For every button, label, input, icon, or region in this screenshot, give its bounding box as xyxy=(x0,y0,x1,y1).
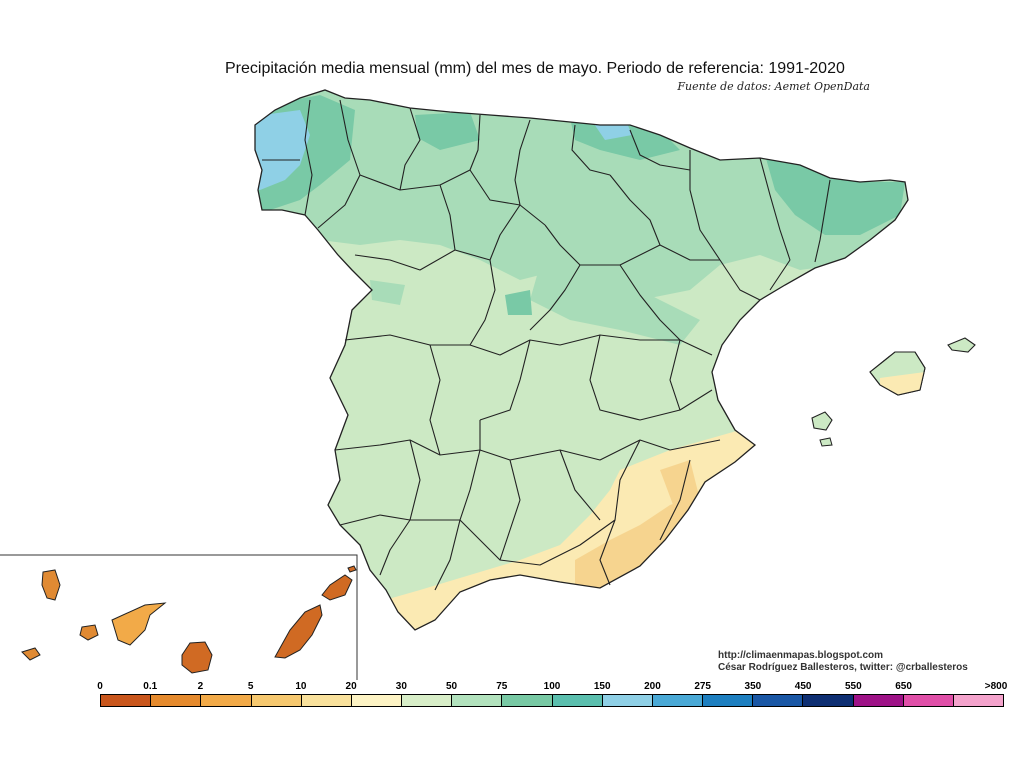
humid-central-patch xyxy=(530,265,700,345)
legend-tick-label: 0.1 xyxy=(143,681,158,692)
legend-swatch xyxy=(101,695,152,706)
legend-tick-label: 0 xyxy=(97,681,103,692)
color-legend-bar xyxy=(100,694,1004,707)
iberian-peninsula xyxy=(254,89,909,631)
legend-swatch xyxy=(251,695,302,706)
very-humid-central-spot xyxy=(505,290,532,315)
lanzarote xyxy=(321,574,353,601)
legend-swatch xyxy=(402,695,453,706)
legend-tick-label: 2 xyxy=(197,681,204,692)
legend-tick-label: 10 xyxy=(295,681,307,692)
legend-swatch xyxy=(351,695,403,706)
legend-tick-label: 5 xyxy=(247,681,254,692)
fuerteventura xyxy=(274,604,323,659)
legend-swatch xyxy=(301,695,352,706)
legend-swatch xyxy=(552,695,603,706)
la-gomera xyxy=(79,624,99,641)
very-humid-cantabria xyxy=(415,112,480,150)
legend-swatch xyxy=(953,695,1004,706)
legend-tick-labels: 0 0.1 2 5 10 20 30 50 75 100 150 200 275 350 450 550 650… xyxy=(97,681,1007,695)
balearic-islands xyxy=(811,337,976,447)
gran-canaria xyxy=(181,641,213,674)
legend-tick-label: 50 xyxy=(445,681,458,692)
province-borders xyxy=(262,99,831,591)
legend-tick-label: 350 xyxy=(744,681,762,692)
formentera xyxy=(819,437,833,447)
legend-swatch xyxy=(652,695,704,706)
legend-tick-label: 275 xyxy=(694,681,711,692)
blog-url: http://climaenmapas.blogspot.com xyxy=(718,650,884,661)
legend-tick-label: 450 xyxy=(794,681,812,692)
legend-swatch xyxy=(853,695,904,706)
legend-tick-label: 150 xyxy=(593,681,611,692)
mallorca-coast xyxy=(869,351,926,396)
map-title: Precipitación media mensual (mm) del mes… xyxy=(225,60,845,77)
data-source-note: Fuente de datos: Aemet OpenData xyxy=(677,80,870,93)
el-hierro xyxy=(21,647,41,661)
driest-murcia-strip xyxy=(660,460,700,510)
legend-swatch xyxy=(151,695,202,706)
very-humid-pyrenees xyxy=(765,155,905,235)
legend-swatch xyxy=(703,695,754,706)
la-graciosa xyxy=(347,565,357,573)
canary-islands-inset xyxy=(0,554,358,680)
humid-west-patch xyxy=(370,280,405,305)
legend-swatch xyxy=(502,695,553,706)
legend-swatch xyxy=(803,695,854,706)
menorca xyxy=(947,337,976,353)
legend-tick-label: 30 xyxy=(395,681,407,692)
legend-tick-label: 200 xyxy=(644,681,661,692)
legend-swatch xyxy=(452,695,503,706)
ibiza xyxy=(811,411,833,431)
legend-tick-label: 75 xyxy=(496,681,508,692)
legend-tick-label: 550 xyxy=(844,681,862,692)
legend-tick-label: 100 xyxy=(543,681,561,692)
legend-tick-label: >800 xyxy=(984,681,1008,692)
tenerife xyxy=(111,602,167,646)
legend-swatch xyxy=(602,695,653,706)
author-credit: César Rodríguez Ballesteros, twitter: @c… xyxy=(718,662,968,673)
legend-swatch xyxy=(753,695,804,706)
la-palma xyxy=(41,569,61,601)
legend-swatch xyxy=(903,695,954,706)
legend-tick-label: 20 xyxy=(345,681,357,692)
legend-tick-label: 650 xyxy=(895,681,912,692)
inset-frame xyxy=(0,554,358,680)
legend-swatch xyxy=(201,695,252,706)
